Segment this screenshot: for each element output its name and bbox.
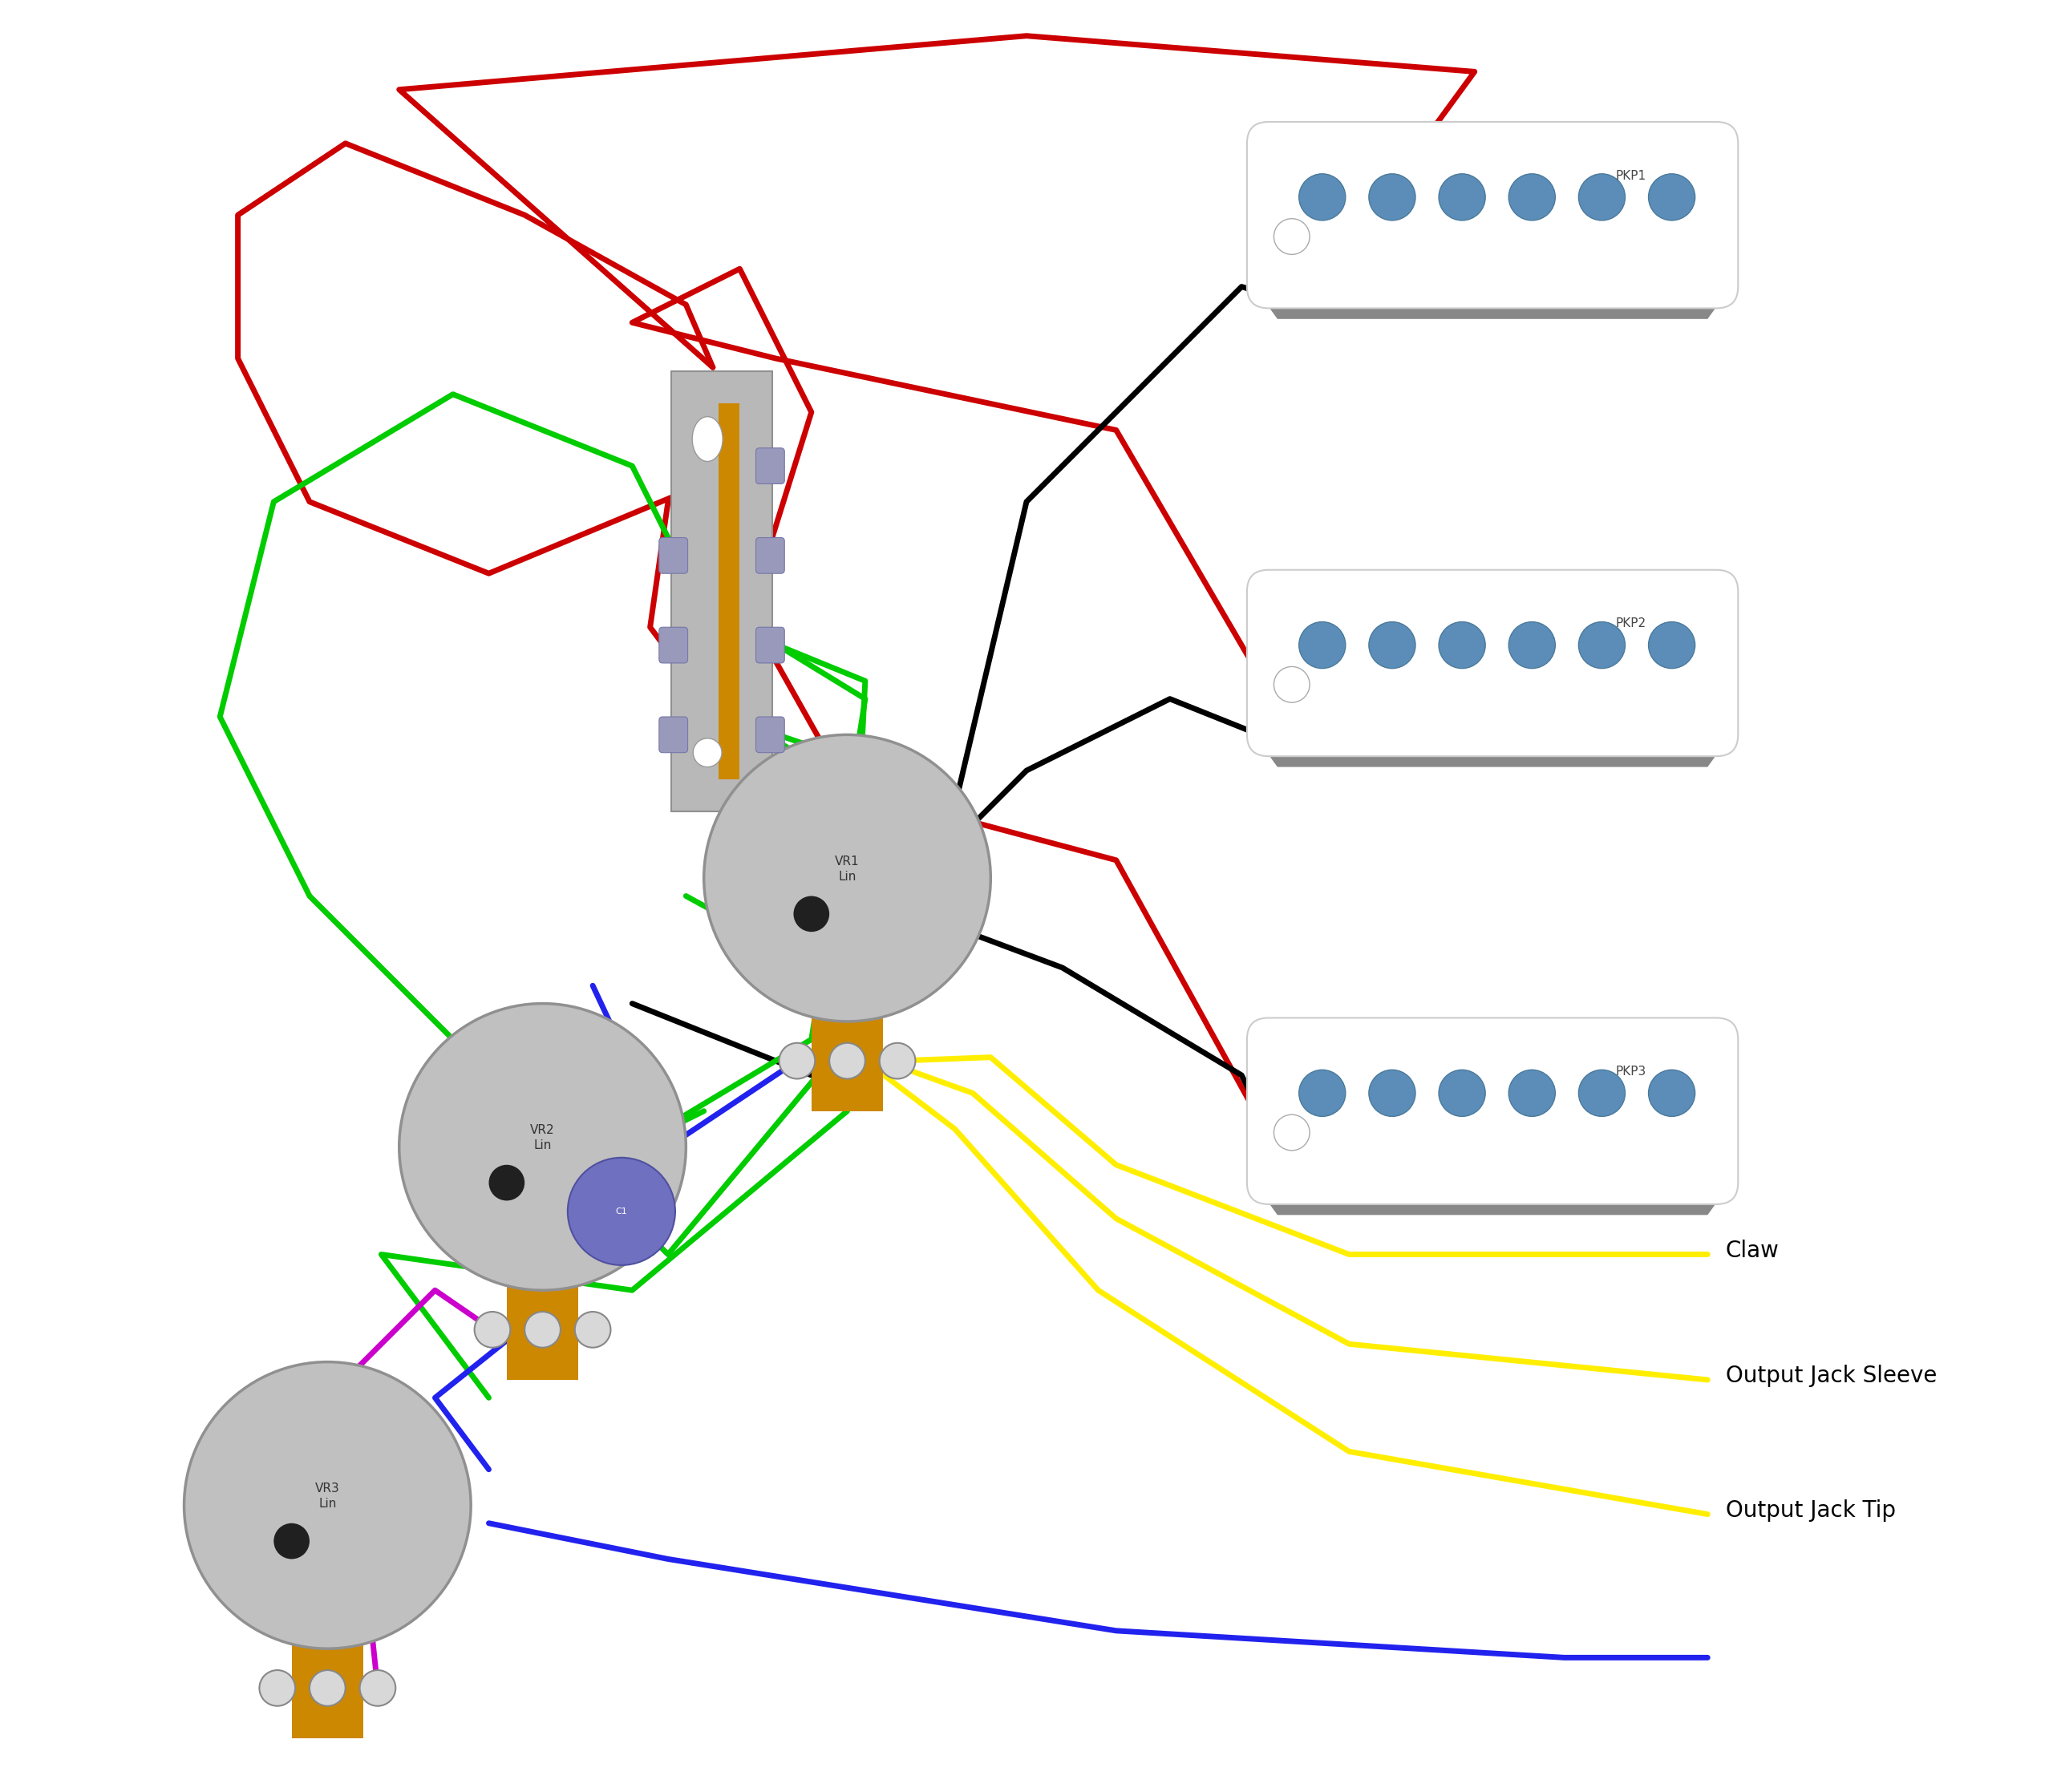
Circle shape (185, 1362, 470, 1649)
Circle shape (359, 1670, 396, 1706)
Circle shape (1579, 174, 1626, 220)
FancyBboxPatch shape (1246, 122, 1739, 308)
Text: VR1
Lin: VR1 Lin (836, 855, 860, 883)
Polygon shape (1254, 287, 1731, 319)
Circle shape (1369, 622, 1415, 668)
FancyBboxPatch shape (659, 627, 688, 663)
Text: VR3
Lin: VR3 Lin (316, 1482, 341, 1511)
Text: Output Jack Tip: Output Jack Tip (1725, 1500, 1895, 1521)
FancyBboxPatch shape (659, 538, 688, 573)
Circle shape (1273, 667, 1310, 702)
Circle shape (1369, 1070, 1415, 1116)
Ellipse shape (692, 418, 723, 461)
Circle shape (694, 738, 723, 767)
FancyBboxPatch shape (756, 538, 784, 573)
Circle shape (1300, 174, 1345, 220)
Circle shape (474, 1312, 511, 1348)
Circle shape (1300, 1070, 1345, 1116)
Polygon shape (1254, 735, 1731, 767)
Text: C1: C1 (616, 1208, 628, 1215)
Text: Claw: Claw (1725, 1240, 1780, 1262)
Circle shape (1273, 1115, 1310, 1150)
Bar (719, 403, 739, 780)
Text: VR2
Lin: VR2 Lin (530, 1124, 554, 1152)
Circle shape (1439, 174, 1486, 220)
Circle shape (398, 1004, 686, 1290)
Circle shape (1300, 622, 1345, 668)
Text: PKP3: PKP3 (1616, 1066, 1647, 1077)
Circle shape (489, 1165, 526, 1201)
Circle shape (780, 1043, 815, 1079)
Circle shape (569, 1158, 675, 1265)
Circle shape (879, 1043, 916, 1079)
FancyBboxPatch shape (1246, 1018, 1739, 1204)
FancyBboxPatch shape (1246, 570, 1739, 756)
Circle shape (1509, 622, 1556, 668)
Circle shape (526, 1312, 560, 1348)
Circle shape (1509, 1070, 1556, 1116)
FancyBboxPatch shape (659, 717, 688, 753)
FancyBboxPatch shape (756, 717, 784, 753)
Bar (811, 1012, 883, 1111)
Circle shape (1439, 1070, 1486, 1116)
FancyBboxPatch shape (756, 448, 784, 484)
Circle shape (829, 1043, 864, 1079)
Text: PKP1: PKP1 (1616, 170, 1647, 181)
Circle shape (1509, 174, 1556, 220)
Circle shape (1273, 219, 1310, 254)
FancyBboxPatch shape (756, 627, 784, 663)
FancyBboxPatch shape (671, 371, 772, 812)
Circle shape (795, 896, 829, 932)
Circle shape (1649, 1070, 1696, 1116)
Circle shape (1649, 622, 1696, 668)
Polygon shape (1254, 1183, 1731, 1215)
Bar (507, 1281, 579, 1380)
Bar (292, 1640, 363, 1738)
Circle shape (310, 1670, 345, 1706)
Circle shape (575, 1312, 610, 1348)
Circle shape (259, 1670, 296, 1706)
Circle shape (273, 1523, 310, 1559)
Circle shape (1649, 174, 1696, 220)
Text: PKP2: PKP2 (1616, 618, 1647, 629)
Circle shape (1579, 622, 1626, 668)
Text: Output Jack Sleeve: Output Jack Sleeve (1725, 1366, 1936, 1387)
Circle shape (1579, 1070, 1626, 1116)
Circle shape (1439, 622, 1486, 668)
Circle shape (704, 735, 992, 1021)
Circle shape (1369, 174, 1415, 220)
